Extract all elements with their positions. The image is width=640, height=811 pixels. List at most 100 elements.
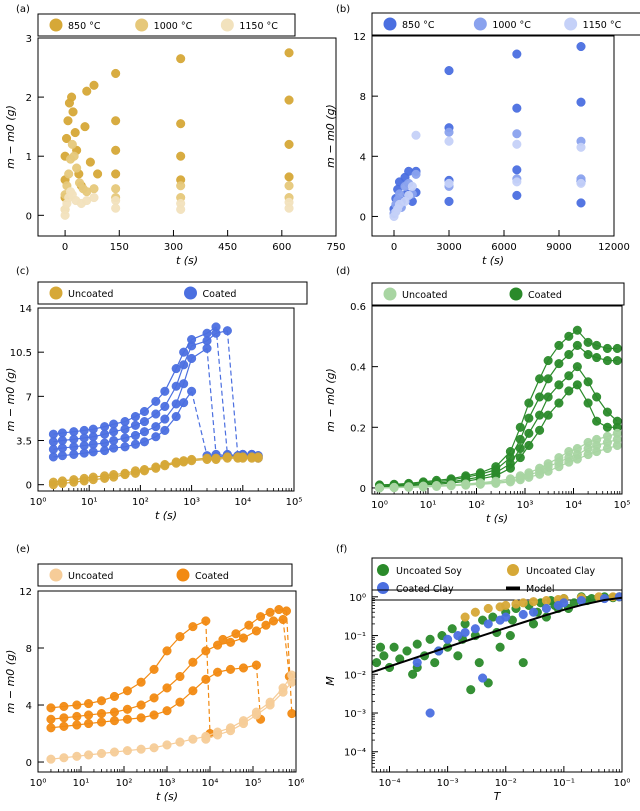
data-point xyxy=(284,139,294,149)
data-point xyxy=(404,482,414,492)
chart-panel-4: (e) Uncoated Coated 10⁰ 10¹ 10² 10³ 10⁴ 10⁵ 10⁶ 0 4… xyxy=(4,544,304,803)
legend-swatch xyxy=(473,17,487,31)
data-point xyxy=(130,439,140,449)
data-point xyxy=(120,424,130,434)
data-point xyxy=(69,434,79,444)
data-point xyxy=(394,189,405,199)
data-point xyxy=(111,184,121,194)
data-point xyxy=(57,435,67,446)
data-point xyxy=(72,163,82,173)
y-tick-label: 2 xyxy=(26,93,32,104)
x-axis-label: t (s) xyxy=(155,509,177,522)
data-point xyxy=(512,190,522,200)
data-point xyxy=(67,139,77,149)
data-point xyxy=(64,169,74,179)
legend-swatch xyxy=(377,564,389,576)
data-point xyxy=(444,178,454,188)
data-point xyxy=(213,667,223,677)
data-point xyxy=(431,481,442,491)
y-tick-label: 4 xyxy=(360,152,366,163)
data-point xyxy=(483,603,493,614)
data-point xyxy=(425,708,435,718)
data-point xyxy=(512,49,522,59)
data-point xyxy=(202,454,212,464)
data-point xyxy=(535,469,545,479)
data-point xyxy=(100,429,110,439)
data-point xyxy=(48,444,58,454)
data-point xyxy=(444,66,454,76)
data-point xyxy=(130,411,140,422)
data-point xyxy=(505,631,515,641)
data-point xyxy=(84,710,94,720)
data-point xyxy=(460,627,470,638)
data-point xyxy=(543,410,553,420)
data-point xyxy=(187,353,197,364)
data-point xyxy=(251,626,261,636)
data-point xyxy=(475,479,485,489)
x-tick-label: 10³ xyxy=(183,497,200,508)
data-point xyxy=(244,620,254,630)
y-tick-label: 3.5 xyxy=(16,437,32,448)
legend-swatch xyxy=(383,17,397,31)
x-axis-label: t (s) xyxy=(482,254,504,267)
data-point xyxy=(446,481,456,491)
data-point xyxy=(612,440,622,451)
data-point xyxy=(572,362,582,372)
data-point xyxy=(443,634,453,644)
legend-box xyxy=(371,282,625,306)
x-tick-label: 10³ xyxy=(159,778,176,789)
data-point xyxy=(211,328,221,338)
data-point xyxy=(120,417,130,427)
data-point xyxy=(63,116,73,126)
data-point xyxy=(222,326,232,336)
data-point xyxy=(518,658,528,668)
legend-label: 1000 °C xyxy=(154,21,193,32)
plot-area xyxy=(389,41,586,222)
data-point xyxy=(211,454,221,464)
data-point xyxy=(554,340,564,350)
data-point xyxy=(79,476,89,486)
data-point xyxy=(111,203,121,213)
x-tick-label: 10¹ xyxy=(420,500,437,511)
x-tick-label: 450 xyxy=(218,242,237,253)
data-point xyxy=(284,95,294,105)
axis-ticks: 10⁻⁴ 10⁻³ 10⁻² 10⁻¹ 10⁰ 10⁻⁴ 10⁻³ 10⁻² 10⁻¹ 10⁰ xyxy=(344,593,630,789)
data-point xyxy=(430,658,440,668)
x-tick-label: 10⁴ xyxy=(234,497,251,508)
y-tick-label: 0 xyxy=(26,481,32,492)
series-uncoated xyxy=(374,440,622,493)
data-point xyxy=(111,68,121,79)
data-point xyxy=(70,128,80,138)
data-point xyxy=(447,624,457,634)
data-point xyxy=(160,414,170,424)
data-point xyxy=(84,699,94,709)
chart-panel-2: (c) Uncoated Coated 10⁰ 10¹ 10² 10³ 10⁴ 10⁵ 0 3.5 7… xyxy=(4,266,308,522)
panel-label: (c) xyxy=(16,266,29,277)
y-tick-label: 10.5 xyxy=(10,348,32,359)
legend-swatch xyxy=(135,18,149,32)
series-segment xyxy=(255,665,262,720)
model-curve xyxy=(372,596,622,674)
data-point xyxy=(57,478,67,488)
data-point xyxy=(524,440,534,451)
data-point xyxy=(583,398,593,408)
data-point xyxy=(592,340,602,350)
data-point xyxy=(151,396,161,406)
chart-panel-1: (b)850 °C 1000 °C 1150 °C0 3000 6000 9000 1200… xyxy=(324,4,640,267)
chart-panel-3: (d) Uncoated Coated 10⁰ 10¹ 10² 10³ 10⁴ 10⁵ 0 0.2 0… xyxy=(324,266,630,525)
data-point xyxy=(176,151,186,161)
series-coated xyxy=(374,325,622,490)
data-point xyxy=(515,422,525,432)
data-point xyxy=(412,639,422,649)
data-point xyxy=(130,430,140,441)
series-coated-clay xyxy=(412,592,622,718)
x-tick-label: 0 xyxy=(391,242,397,253)
data-point xyxy=(72,751,82,761)
data-point xyxy=(111,116,121,126)
data-point xyxy=(96,717,107,727)
data-point xyxy=(470,624,480,634)
data-point xyxy=(528,597,539,607)
data-point xyxy=(418,482,428,492)
data-point xyxy=(48,452,58,462)
data-point xyxy=(518,609,528,620)
